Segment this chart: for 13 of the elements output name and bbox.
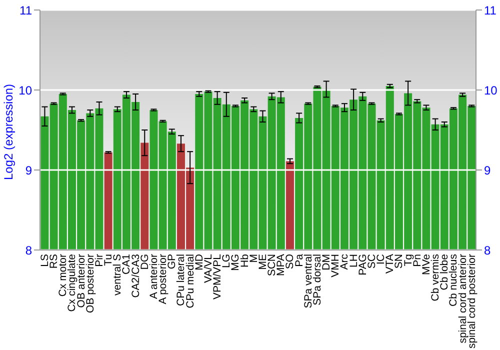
y-tick-label: 11 bbox=[20, 3, 32, 18]
y-axis-title: Log2 (expression) bbox=[1, 84, 16, 180]
x-tick-label: RS bbox=[48, 254, 60, 269]
y-tick-label: 10 bbox=[18, 83, 32, 98]
y2-tick-label: 9 bbox=[484, 163, 491, 178]
y2-tick-label: 8 bbox=[484, 243, 491, 258]
y2-tick-label: 10 bbox=[484, 83, 498, 98]
y-tick-label: 8 bbox=[25, 243, 32, 258]
x-tick-label: LS bbox=[38, 254, 51, 267]
x-tick-label: A posterior bbox=[157, 254, 170, 304]
y-tick-label: 9 bbox=[25, 163, 32, 178]
y2-tick-label: 11 bbox=[484, 3, 497, 18]
x-tick-label: MVe bbox=[420, 254, 432, 276]
